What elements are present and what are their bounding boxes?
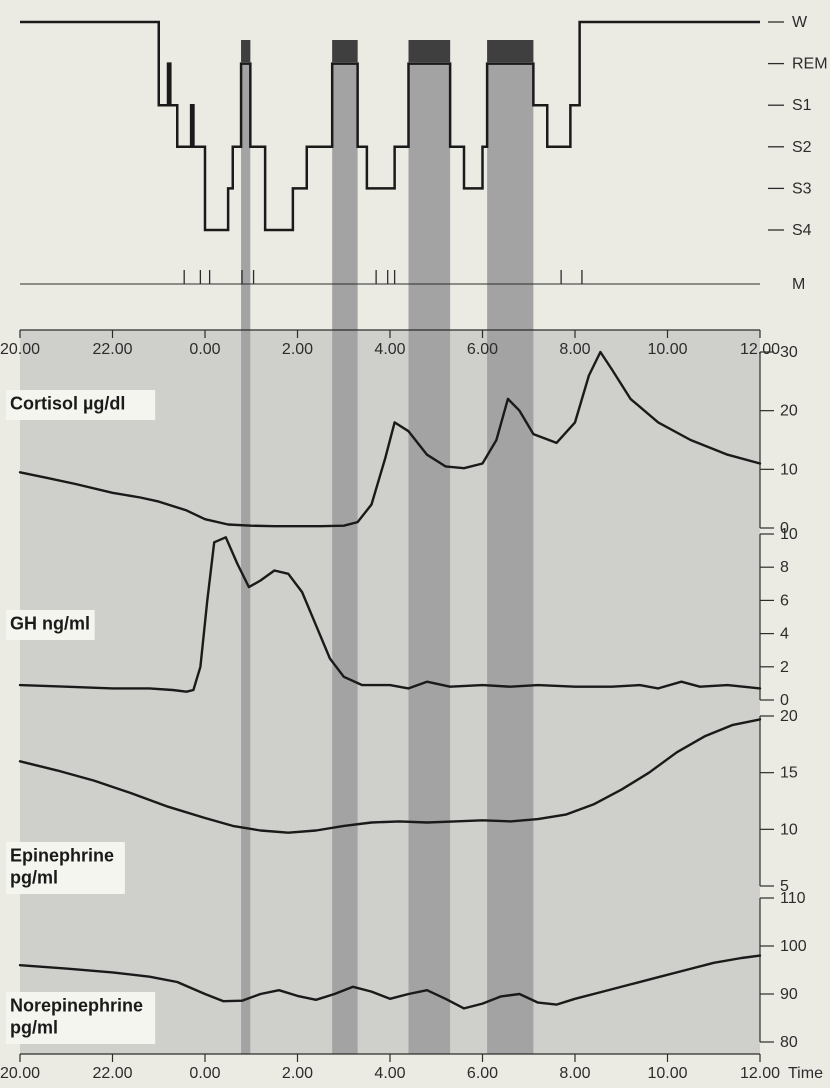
gh-ytick: 6 [780, 592, 789, 609]
epinephrine-ytick: 15 [780, 765, 798, 782]
x-tick-label: 10.00 [647, 1065, 687, 1082]
rem-band [241, 40, 250, 1054]
x-axis-label: Time [788, 1065, 823, 1082]
x-tick-label: 4.00 [374, 341, 405, 358]
x-tick-label: 0.00 [189, 341, 220, 358]
hypno-stage-label: S2 [792, 139, 812, 156]
norepinephrine-ytick: 80 [780, 1034, 798, 1051]
norepinephrine-ytick: 100 [780, 938, 807, 955]
x-tick-label: 10.00 [647, 341, 687, 358]
gh-ytick: 2 [780, 659, 789, 676]
hypno-stage-label: W [792, 14, 808, 31]
gh-ytick: 10 [780, 526, 798, 543]
x-tick-label: 22.00 [92, 341, 132, 358]
hypno-stage-label: S3 [792, 180, 812, 197]
x-tick-label: 20.00 [0, 1065, 40, 1082]
gh-label: GH ng/ml [10, 613, 90, 633]
x-tick-label: 8.00 [559, 1065, 590, 1082]
hypno-stage-label: REM [792, 56, 828, 73]
movement-label: M [792, 276, 805, 293]
norepinephrine-label: pg/ml [10, 1017, 58, 1037]
norepinephrine-label: Norepinephrine [10, 995, 143, 1015]
rem-band [487, 40, 533, 1054]
epinephrine-ytick: 20 [780, 708, 798, 725]
x-tick-label: 8.00 [559, 341, 590, 358]
cortisol-ytick: 30 [780, 344, 798, 361]
hypno-stage-label: S1 [792, 97, 812, 114]
rem-band [409, 40, 451, 1054]
x-tick-label: 0.00 [189, 1065, 220, 1082]
epinephrine-label: pg/ml [10, 867, 58, 887]
norepinephrine-ytick: 110 [780, 890, 806, 907]
gh-ytick: 8 [780, 559, 789, 576]
epinephrine-label: Epinephrine [10, 845, 114, 865]
x-tick-label: 4.00 [374, 1065, 405, 1082]
cortisol-ytick: 10 [780, 461, 798, 478]
x-tick-label: 2.00 [282, 341, 313, 358]
gh-ytick: 0 [780, 692, 789, 709]
x-tick-label: 2.00 [282, 1065, 313, 1082]
x-tick-label: 6.00 [467, 1065, 498, 1082]
hypno-stage-label: S4 [792, 222, 812, 239]
cortisol-ytick: 20 [780, 403, 798, 420]
x-tick-label: 22.00 [92, 1065, 132, 1082]
gh-ytick: 4 [780, 626, 789, 643]
norepinephrine-ytick: 90 [780, 986, 798, 1003]
x-tick-label: 6.00 [467, 341, 498, 358]
x-tick-label: 20.00 [0, 341, 40, 358]
rem-band [332, 40, 357, 1054]
x-tick-label: 12.00 [740, 1065, 780, 1082]
cortisol-label: Cortisol µg/dl [10, 393, 125, 413]
epinephrine-ytick: 10 [780, 821, 798, 838]
sleep-hormone-chart: WREMS1S2S3S4M20.0022.000.002.004.006.008… [0, 0, 830, 1088]
